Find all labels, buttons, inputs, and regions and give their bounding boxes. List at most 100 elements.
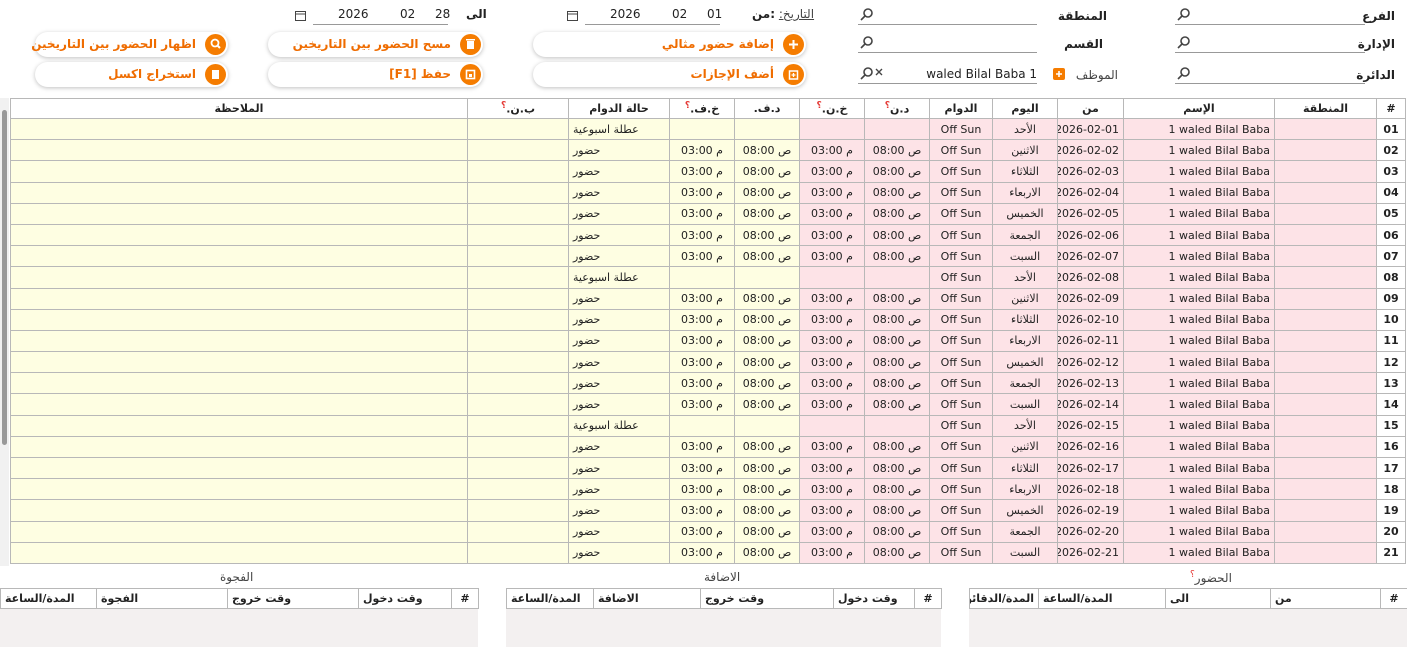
label: الموظف [1075, 68, 1118, 82]
cell: 2026-02-05 [1057, 202, 1124, 225]
cell [10, 287, 468, 310]
cell: م 03:00 [669, 245, 735, 268]
cell: عطلة اسبوعية [568, 266, 670, 289]
input[interactable] [1175, 32, 1365, 53]
date-input[interactable]: 2026 02 28 [313, 4, 450, 25]
cell: م 03:00 [799, 520, 865, 543]
panel-title: الفجوة [220, 570, 253, 584]
in2-text: ص 08:00 [742, 398, 792, 412]
button[interactable]: استخراج اكسل [35, 62, 228, 87]
button[interactable]: إضافة حضور مثالي [533, 32, 806, 57]
row: 11 1 waled Bilal Baba 2026-02-11 الاربعاء Of… [10, 329, 1406, 353]
search-icon[interactable] [860, 35, 874, 49]
out2-text: م 03:00 [680, 546, 723, 560]
no-text: 11 [1383, 334, 1399, 348]
title-text: الفجوة [220, 570, 254, 584]
in1-text: ص 08:00 [872, 292, 922, 306]
cell: م 03:00 [799, 308, 865, 331]
name-text: 1 waled Bilal Baba [1168, 440, 1271, 454]
label: المنطقة [1057, 9, 1107, 23]
cell: الاثنين [992, 435, 1058, 459]
button[interactable]: مسح الحضور بين التاريخين [268, 32, 483, 57]
button[interactable]: أضف الإجازات [533, 62, 806, 87]
button[interactable]: حفظ [F1] [268, 62, 483, 87]
row: 10 1 waled Bilal Baba 2026-02-10 الثلاثاء Of… [10, 308, 1406, 331]
cell: Off Sun [929, 520, 993, 543]
cell: الثلاثاء [992, 160, 1058, 183]
date-text: 2026-02-04 [1057, 186, 1120, 200]
no-text: 12 [1383, 355, 1399, 369]
status-text: حضور [573, 228, 601, 242]
cell [10, 351, 468, 374]
cell [1274, 139, 1377, 162]
date-text: 2026-02-06 [1057, 228, 1120, 242]
search-icon[interactable] [1177, 66, 1191, 80]
date-text: 2026-02-19 [1057, 503, 1120, 517]
cell: 2026-02-07 [1057, 245, 1124, 268]
column-header: # [451, 588, 479, 609]
cell: حضور [568, 393, 670, 416]
cell: الاثنين [992, 139, 1058, 162]
cell: 1 waled Bilal Baba [1123, 266, 1275, 289]
cell: الاثنين [992, 287, 1058, 310]
header-row: # وقت دخول وقت خروج الاضافة المدة/الساعة [506, 588, 942, 609]
add-employee-icon[interactable] [1053, 68, 1065, 80]
search-icon[interactable] [860, 66, 888, 80]
cell: 1 waled Bilal Baba [1123, 478, 1275, 501]
cell: 1 waled Bilal Baba [1123, 329, 1275, 353]
cell: ص 08:00 [864, 393, 930, 416]
button[interactable]: اظهار الحضور بين التاريخين [31, 32, 228, 57]
calendar-icon[interactable] [295, 10, 306, 21]
input[interactable] [858, 32, 1037, 53]
cell: 1 waled Bilal Baba [1123, 541, 1275, 564]
header-row: # المنطقة الإسم من اليوم الدوام د.ن؟ خ.ن.؟ د.ف. خ… [10, 98, 1406, 119]
row: 01 1 waled Bilal Baba 2026-02-01 الأحد Off S… [10, 117, 1406, 141]
date-text: 2026-02-09 [1057, 292, 1120, 306]
search-icon[interactable] [1177, 7, 1191, 21]
cell [10, 541, 468, 564]
cell: Off Sun [929, 541, 993, 564]
cell [1274, 393, 1377, 416]
cell: 11 [1376, 329, 1406, 353]
cell [669, 266, 735, 289]
column-header: د.ف. [734, 98, 800, 119]
cell: حضور [568, 160, 670, 183]
cell: 1 waled Bilal Baba [1123, 456, 1275, 480]
no-text: 03 [1383, 164, 1399, 178]
calendar-icon[interactable] [567, 10, 578, 21]
search-icon[interactable] [860, 7, 874, 21]
cell: ص 08:00 [734, 520, 800, 543]
cell: ص 08:00 [734, 308, 800, 331]
in1-text: ص 08:00 [872, 249, 922, 263]
status-text: حضور [573, 546, 601, 560]
in1-text: ص 08:00 [872, 503, 922, 517]
scroll-thumb[interactable] [2, 110, 7, 445]
search-icon[interactable] [1177, 35, 1191, 49]
name-text: 1 waled Bilal Baba [1168, 122, 1271, 136]
cell [1274, 245, 1377, 268]
out2-text: م 03:00 [680, 398, 723, 412]
cell: 1 waled Bilal Baba [1123, 499, 1275, 522]
day-text: الجمعة [1009, 376, 1041, 390]
input[interactable] [1175, 63, 1365, 84]
status-text: حضور [573, 503, 601, 517]
cell: 2026-02-08 [1057, 266, 1124, 289]
input-value: waled Bilal Baba 1 [926, 67, 1037, 81]
cell [1274, 499, 1377, 522]
cell [1274, 266, 1377, 289]
date-input[interactable]: 2026 02 01 [585, 4, 723, 25]
cell: Off Sun [929, 181, 993, 204]
name-text: 1 waled Bilal Baba [1168, 503, 1271, 517]
cell: حضور [568, 245, 670, 268]
cell [10, 393, 468, 416]
cell [467, 139, 569, 162]
cell: م 03:00 [669, 478, 735, 501]
cell: حضور [568, 372, 670, 395]
scrollbar[interactable] [0, 98, 9, 566]
input[interactable] [858, 4, 1037, 25]
input[interactable]: waled Bilal Baba 1 [858, 63, 1037, 84]
cell: 2026-02-19 [1057, 499, 1124, 522]
cell [10, 414, 468, 437]
day: 01 [707, 7, 723, 21]
input[interactable] [1175, 4, 1365, 25]
